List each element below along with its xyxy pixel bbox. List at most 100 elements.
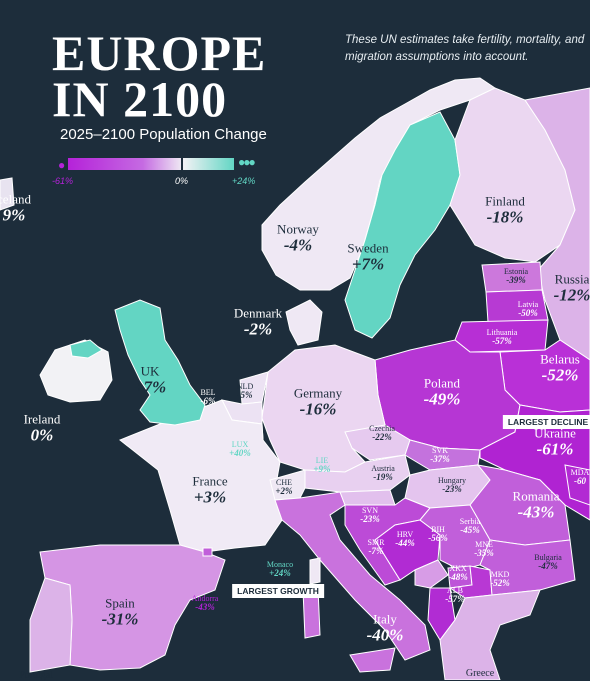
country-name: LIE: [315, 456, 329, 466]
region-sweden: [344, 111, 461, 339]
legend-max-label: +24%: [232, 176, 256, 186]
country-name: Belarus: [540, 351, 580, 367]
country-name: MNE: [475, 540, 493, 550]
region-france: [119, 399, 283, 553]
largest-decline-callout: LARGEST DECLINE: [502, 415, 590, 429]
region-italy: [274, 491, 431, 661]
label-iceland: celand 9%: [0, 192, 31, 223]
label-mkd: MKD -52%: [490, 570, 510, 589]
country-name: Andorra: [191, 594, 219, 604]
population-change-value: -12%: [553, 284, 590, 304]
population-change-value: -52%: [541, 364, 579, 384]
label-poland: Poland -49%: [424, 376, 461, 407]
population-change-value: -48%: [448, 572, 468, 583]
label-monaco: Monaco +24%: [266, 560, 294, 579]
label-russia: Russia -12%: [554, 272, 590, 303]
country-name: SVK: [431, 446, 448, 456]
label-andorra: Andorra -43%: [191, 594, 219, 613]
label-hungary: Hungary -23%: [438, 476, 466, 495]
region-corsica: [309, 557, 321, 585]
country-name: HRV: [396, 530, 414, 540]
legend-mid-label: 0%: [175, 176, 189, 186]
label-bel: BEL -6%: [200, 388, 216, 407]
population-change-value: -37%: [430, 454, 450, 465]
country-name: BIH: [431, 525, 445, 535]
country-name: Serbia: [459, 517, 481, 527]
population-change-value: -22%: [372, 432, 392, 443]
map-title: EUROPE IN 2100: [52, 28, 266, 124]
label-spain: Spain -31%: [102, 596, 139, 627]
title-line-2: IN 2100: [52, 71, 228, 127]
label-svn: SVN -23%: [360, 506, 380, 525]
country-name: Sweden: [347, 240, 389, 256]
country-name: Latvia: [517, 300, 539, 310]
label-mne: MNE -35%: [474, 540, 494, 559]
population-change-value: -43%: [195, 602, 215, 613]
label-smr: SMR -7%: [367, 538, 385, 557]
country-name: Austria: [371, 464, 395, 474]
country-name: Ukraine: [534, 425, 576, 441]
country-name: BEL: [200, 388, 216, 398]
label-estonia: Estonia -39%: [504, 267, 528, 286]
label-lux: LUX +40%: [229, 440, 251, 459]
label-ireland: Ireland 0%: [24, 412, 61, 443]
region-denmark: [285, 299, 323, 346]
country-name: Greece: [465, 667, 495, 679]
population-change-value: -18%: [486, 206, 524, 226]
country-name: SMR: [367, 538, 385, 548]
region-northern-ireland: [69, 339, 103, 359]
country-name: MKD: [490, 570, 510, 580]
population-change-value: -57%: [492, 336, 512, 347]
country-name: France: [192, 473, 228, 489]
title-line-1: EUROPE: [52, 25, 267, 81]
population-change-value: -52%: [490, 578, 510, 589]
country-name: NLD: [236, 382, 254, 392]
label-serbia: Serbia -45%: [459, 517, 481, 536]
country-name: XKX: [449, 564, 467, 574]
region-uk: [114, 299, 206, 426]
label-czechia: Czechia -22%: [369, 424, 395, 443]
region-montenegro: [414, 559, 449, 589]
region-sicily: [349, 647, 396, 673]
population-change-value: -31%: [101, 608, 139, 628]
label-liechtenstein: LIE +9%: [313, 456, 331, 475]
label-denmark: Denmark -2%: [234, 306, 282, 337]
population-change-value: -50%: [518, 308, 538, 319]
label-sweden: Sweden +7%: [347, 241, 388, 272]
region-iceland: [0, 177, 15, 211]
label-norway: Norway -4%: [277, 222, 319, 253]
country-name: Monaco: [266, 560, 294, 570]
people-growth-icon: ●●●: [238, 155, 256, 169]
population-change-value: -57%: [445, 594, 465, 605]
population-change-value: -61%: [536, 438, 574, 458]
country-name: SVN: [361, 506, 378, 516]
population-change-value: 9%: [2, 204, 26, 224]
label-moldova: MDA -60: [570, 468, 590, 487]
population-change-value: +7%: [351, 253, 385, 273]
population-change-value: -45%: [460, 525, 480, 536]
region-moldova: [564, 464, 590, 506]
population-change-value: +9%: [313, 464, 331, 475]
legend-min-label: -61%: [52, 176, 74, 186]
population-change-value: -56%: [428, 533, 448, 544]
country-name: ALB: [447, 586, 463, 596]
population-change-value: +24%: [269, 568, 291, 579]
country-name: Estonia: [504, 267, 528, 277]
region-slovenia: [339, 489, 396, 506]
country-name: Ireland: [23, 411, 61, 427]
population-change-value: -49%: [423, 388, 461, 408]
population-change-value: -23%: [442, 484, 462, 495]
label-hrv: HRV -44%: [395, 530, 415, 549]
country-name: MDA: [570, 468, 590, 478]
source-note: These UN estimates take fertility, morta…: [345, 34, 585, 63]
population-change-value: -2%: [243, 318, 273, 338]
population-change-value: +2%: [275, 486, 293, 497]
label-france: France +3%: [192, 474, 227, 505]
country-name: Czechia: [369, 424, 395, 434]
label-romania: Romania -43%: [513, 489, 560, 520]
population-change-value: +40%: [229, 448, 251, 459]
label-finland: Finland -18%: [485, 194, 525, 225]
label-belarus: Belarus -52%: [540, 352, 580, 383]
legend-zero-marker: [181, 156, 183, 172]
